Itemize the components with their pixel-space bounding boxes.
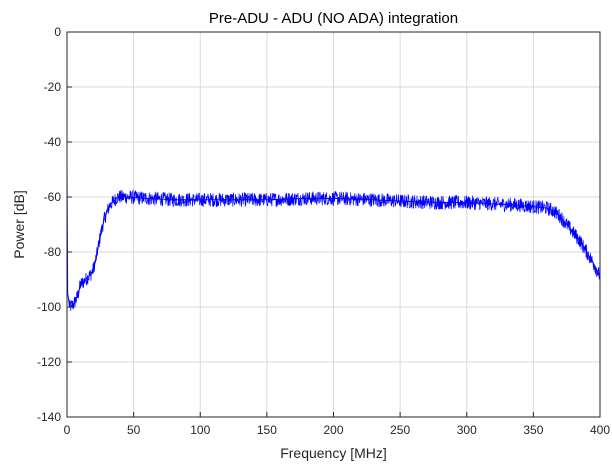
x-tick-label: 350 [523,423,543,437]
chart-title: Pre-ADU - ADU (NO ADA) integration [209,10,458,27]
y-tick-label: -80 [44,245,62,259]
spectrum-noise-trace [68,189,601,311]
y-tick-label: -20 [44,80,62,94]
x-tick-label: 200 [323,423,343,437]
x-tick-label: 50 [127,423,141,437]
y-tick-label: -40 [44,135,62,149]
y-tick-label: -60 [44,190,62,204]
y-tick-label: 0 [54,25,61,39]
x-tick-label: 300 [457,423,477,437]
x-tick-label: 250 [390,423,410,437]
y-tick-label: -100 [37,300,61,314]
spectrum-series-line [66,169,601,308]
x-axis-ticks: 0 50 100 150 200 250 300 350 400 [64,412,610,437]
x-tick-label: 150 [257,423,277,437]
y-tick-label: -140 [37,410,61,424]
x-tick-label: 100 [190,423,210,437]
data-layer [66,169,601,311]
x-tick-label: 400 [590,423,610,437]
y-axis-ticks: 0 -20 -40 -60 -80 -100 -120 -140 [37,25,72,424]
y-axis-title: Power [dB] [11,190,27,258]
grid [67,32,600,417]
x-tick-label: 0 [64,423,71,437]
x-axis-title: Frequency [MHz] [280,445,387,461]
y-tick-label: -120 [37,355,61,369]
